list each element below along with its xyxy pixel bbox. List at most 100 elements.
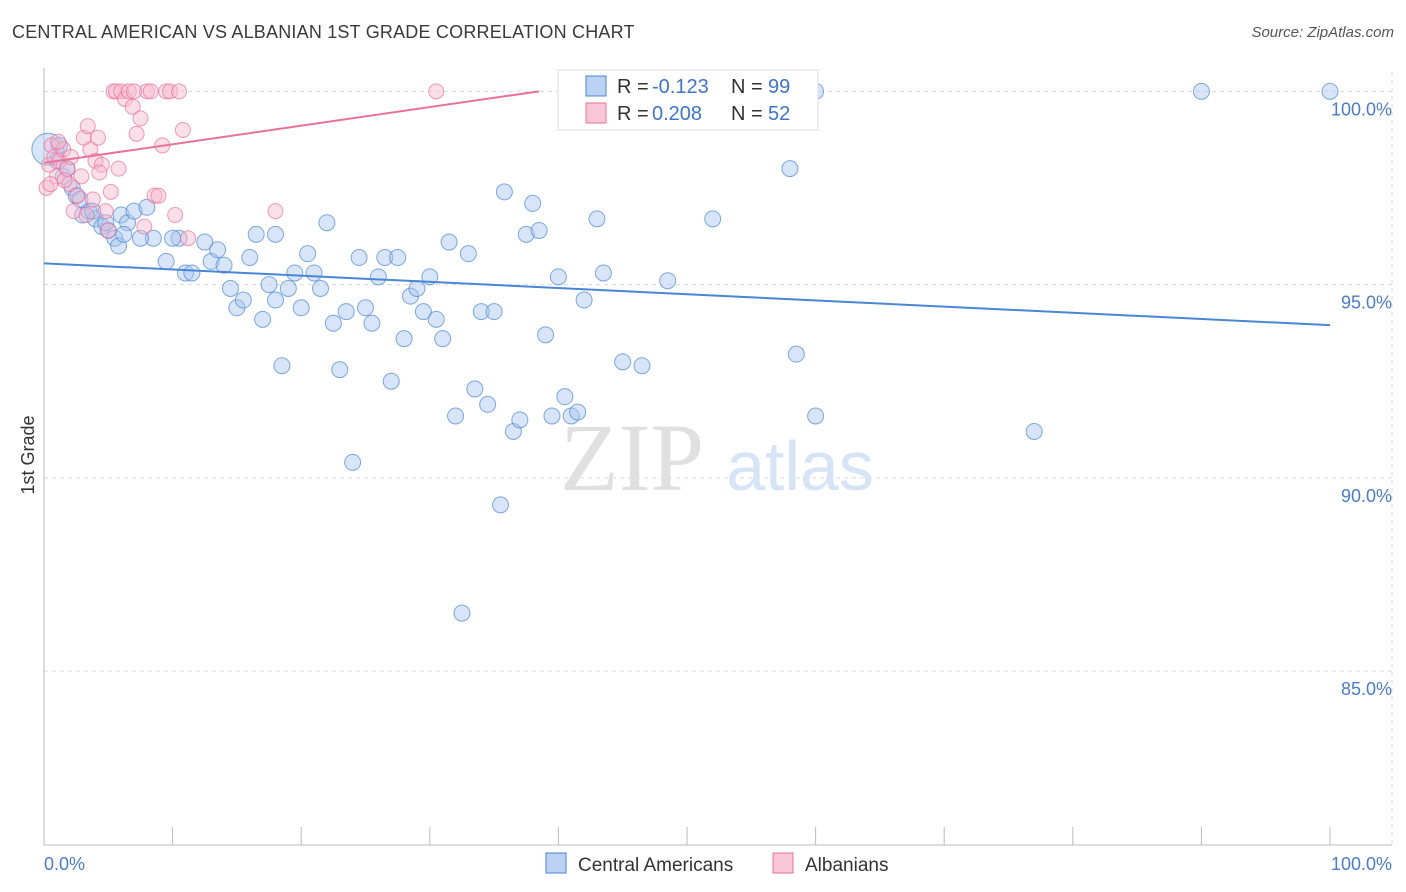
central-american-point — [787, 345, 805, 363]
series-legend-swatch — [545, 852, 567, 874]
central-american-point — [427, 310, 445, 328]
albanian-point — [65, 203, 82, 220]
x-tick-label-right: 100.0% — [1331, 854, 1392, 874]
x-tick-label-left: 0.0% — [44, 854, 85, 874]
albanian-point — [171, 83, 188, 100]
y-axis-title: 1st Grade — [18, 415, 38, 494]
central-american-point — [517, 225, 535, 243]
central-american-point — [241, 249, 259, 267]
central-american-point — [524, 194, 542, 212]
central-american-point — [414, 303, 432, 321]
central-american-point — [472, 303, 490, 321]
albanian-point — [136, 218, 153, 235]
central-american-point — [209, 241, 227, 259]
y-tick-label: 85.0% — [1341, 679, 1392, 699]
legend-n-label: N = — [731, 103, 763, 125]
central-american-point — [337, 303, 355, 321]
series-legend-swatch — [772, 852, 794, 874]
central-american-point — [549, 268, 567, 286]
central-american-point — [453, 604, 471, 622]
central-american-point — [1025, 422, 1043, 440]
albanian-point — [428, 83, 445, 100]
central-american-point — [215, 256, 233, 274]
central-american-point — [395, 330, 413, 348]
y-tick-label: 100.0% — [1331, 99, 1392, 119]
central-american-point — [633, 357, 651, 375]
central-american-point — [266, 225, 284, 243]
legend-swatch — [585, 102, 607, 124]
central-american-point — [266, 291, 284, 309]
central-american-point — [369, 268, 387, 286]
central-american-point — [807, 407, 825, 425]
albanian-point — [138, 83, 155, 100]
watermark-atlas: atlas — [726, 427, 874, 505]
albanian-point — [124, 98, 141, 115]
central-american-point — [447, 407, 465, 425]
data-points — [31, 82, 1339, 622]
albanian-point — [79, 118, 96, 135]
central-american-point — [115, 225, 133, 243]
central-american-point — [254, 310, 272, 328]
albanian-point — [78, 207, 95, 224]
central-american-point — [331, 361, 349, 379]
albanian-point — [180, 230, 197, 247]
albanian-point — [69, 187, 86, 204]
albanian-point — [146, 187, 163, 204]
central-american-point — [299, 245, 317, 263]
central-american-point — [170, 229, 188, 247]
central-american-point — [324, 314, 342, 332]
central-american-point — [556, 388, 574, 406]
albanian-point — [142, 83, 159, 100]
albanian-point — [50, 133, 67, 150]
central-american-point — [704, 210, 722, 228]
series-legend-label: Central Americans — [578, 855, 733, 876]
central-american-point — [389, 249, 407, 267]
albanian-point — [110, 160, 127, 177]
albanian-point — [73, 168, 90, 185]
trend-lines — [43, 90, 1331, 327]
legend-swatch — [585, 75, 607, 97]
albanian-point — [56, 172, 73, 189]
central-american-point — [196, 233, 214, 251]
albanian-point — [91, 164, 108, 181]
series-legend: Central Americans Albanians — [545, 852, 888, 876]
central-american-point — [537, 326, 555, 344]
central-american-point — [125, 202, 143, 220]
central-american-point — [31, 132, 65, 166]
albanian-point — [174, 121, 191, 138]
central-american-point — [164, 229, 182, 247]
central-american-point — [311, 279, 329, 297]
central-american-point — [357, 299, 374, 317]
legend-r-value: -0.123 — [652, 76, 709, 98]
legend-n-value: 52 — [768, 103, 790, 125]
central-american-point — [247, 225, 265, 243]
chart-title: CENTRAL AMERICAN VS ALBANIAN 1ST GRADE C… — [12, 22, 635, 42]
albanian-point — [90, 129, 107, 146]
central-american-point — [234, 291, 252, 309]
central-american-point — [273, 357, 291, 375]
legend-r-value: 0.208 — [652, 103, 702, 125]
central-american-point — [459, 245, 477, 263]
watermark: ZIP atlas — [560, 404, 874, 511]
central-american-point — [344, 453, 362, 471]
central-american-point — [479, 395, 497, 413]
central-american-point — [614, 353, 632, 371]
albanian-point — [132, 110, 149, 127]
albanian-point — [162, 83, 179, 100]
central-american-point — [286, 264, 304, 282]
legend-n-label: N = — [731, 76, 763, 98]
albanian-point — [158, 83, 175, 100]
albanian-point — [84, 191, 101, 208]
central-american-point — [1321, 82, 1339, 100]
albanian-point — [126, 83, 143, 100]
central-american-point — [434, 330, 452, 348]
central-american-point — [144, 229, 162, 247]
central-american-point — [1192, 82, 1210, 100]
central-american-point — [440, 233, 458, 251]
central-american-point — [350, 249, 368, 267]
central-american-point — [492, 496, 510, 514]
central-american-point — [495, 183, 513, 201]
albanian-point — [102, 183, 119, 200]
central-american-point — [485, 303, 503, 321]
central-american-point — [382, 372, 400, 390]
